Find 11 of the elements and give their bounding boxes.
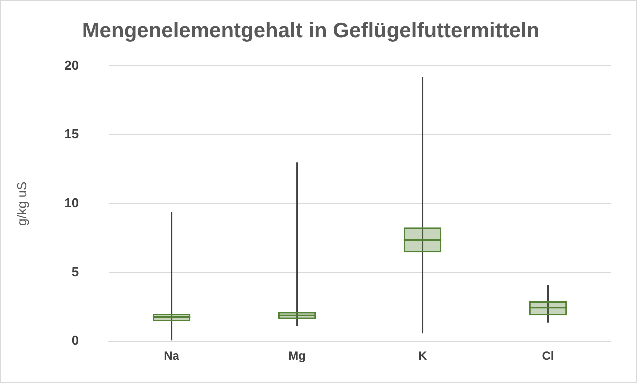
chart-title: Mengenelementgehalt in Geflügelfuttermitteln <box>82 19 540 42</box>
y-tick-label: 15 <box>64 126 80 142</box>
x-tick-label: Mg <box>288 349 306 364</box>
y-axis-title: g/kg uS <box>14 182 30 226</box>
y-tick-label: 5 <box>72 264 80 280</box>
x-tick-label: K <box>418 349 428 364</box>
y-tick-label: 20 <box>64 58 80 73</box>
x-tick-label: Na <box>164 349 180 364</box>
y-tick-label: 0 <box>72 333 80 348</box>
y-tick-label: 10 <box>64 195 80 210</box>
x-tick-label: Cl <box>542 349 554 364</box>
